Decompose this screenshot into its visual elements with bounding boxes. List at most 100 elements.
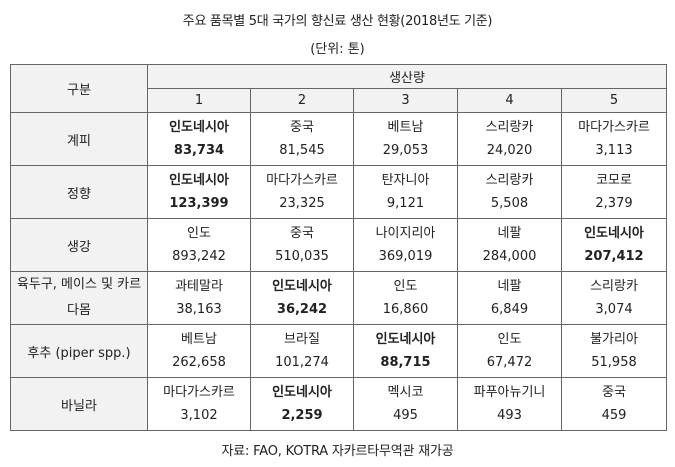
- country-name: 인도: [187, 226, 211, 241]
- country-name: 베트남: [181, 332, 217, 347]
- header-production: 생산량: [146, 64, 668, 89]
- table-cell: 마다가스카르 23,325: [250, 165, 354, 219]
- table-cell: 탄자니아 9,121: [353, 165, 458, 219]
- production-value: 9,121: [386, 196, 425, 211]
- country-name: 스리랑카: [485, 173, 534, 188]
- country-name: 브라질: [284, 332, 320, 347]
- source-note: 자료: FAO, KOTRA 자카르타무역관 재가공: [221, 444, 454, 459]
- unit-label: (단위: 톤): [310, 42, 365, 57]
- header-rank-3: 3: [353, 88, 458, 113]
- country-name: 인도네시아: [375, 332, 436, 347]
- row-label: 바닐라: [10, 377, 148, 431]
- production-value: 81,545: [279, 143, 325, 158]
- production-value: 2,379: [595, 196, 633, 211]
- production-value: 67,472: [486, 355, 533, 370]
- table-cell: 인도네시아 88,715: [353, 324, 458, 378]
- country-name: 멕시코: [387, 385, 424, 400]
- row-label: 계피: [10, 112, 148, 166]
- country-name: 스리랑카: [590, 279, 638, 294]
- table-row: 계피 인도네시아 83,734 중국 81,545 베트남 29,053 스리랑카 24,020…: [10, 112, 668, 166]
- country-name: 불가리아: [590, 332, 638, 347]
- production-value: 459: [601, 408, 627, 423]
- table-cell: 인도 893,242: [147, 218, 251, 272]
- table-cell: 베트남 29,053: [353, 112, 458, 166]
- production-value: 24,020: [486, 143, 533, 158]
- production-value: 284,000: [482, 249, 537, 264]
- production-value: 101,274: [275, 355, 329, 370]
- production-value: 5,508: [490, 196, 529, 211]
- table-cell: 인도네시아 36,242: [250, 271, 354, 325]
- production-value: 262,658: [172, 355, 226, 370]
- table-cell: 스리랑카 24,020: [457, 112, 562, 166]
- table-row: 정향 인도네시아 123,399 마다가스카르 23,325 탄자니아 9,121 스리랑카 5…: [10, 165, 668, 219]
- header-rank-4: 4: [457, 88, 562, 113]
- production-value: 207,412: [584, 249, 644, 264]
- table-cell: 중국 510,035: [250, 218, 354, 272]
- country-name: 인도네시아: [169, 120, 229, 135]
- country-name: 네팔: [497, 226, 522, 241]
- table-row: 생강 인도 893,242 중국 510,035 나이지리아 369,019 네팔 284,00…: [10, 218, 668, 272]
- country-name: 인도: [393, 279, 418, 294]
- country-name: 베트남: [387, 120, 424, 135]
- country-name: 중국: [602, 385, 626, 400]
- table-cell: 인도네시아 207,412: [560, 218, 668, 272]
- country-name: 나이지리아: [375, 226, 436, 241]
- table-row: 육두구, 메이스 및 카르다몸 과테말라 38,163 인도네시아 36,242 인도 16…: [10, 271, 668, 325]
- country-name: 인도네시아: [169, 173, 229, 188]
- country-name: 인도네시아: [584, 226, 644, 241]
- table-cell: 스리랑카 5,508: [457, 165, 562, 219]
- table-cell: 스리랑카 3,074: [560, 271, 668, 325]
- table-cell: 중국 81,545: [250, 112, 354, 166]
- country-name: 파푸아뉴기니: [473, 385, 546, 400]
- table-cell: 과테말라 38,163: [147, 271, 251, 325]
- production-value: 51,958: [591, 355, 637, 370]
- production-table: 구분 생산량 1 2 3 4 5 계피 인도네시아 83,734 중국 81,545 베트…: [10, 64, 668, 431]
- production-value: 29,053: [382, 143, 429, 158]
- country-name: 코모로: [596, 173, 632, 188]
- country-name: 마다가스카르: [578, 120, 650, 135]
- country-name: 인도네시아: [272, 279, 332, 294]
- table-cell: 파푸아뉴기니 493: [457, 377, 562, 431]
- production-value: 36,242: [276, 302, 328, 317]
- row-label: 육두구, 메이스 및 카르다몸: [10, 271, 148, 325]
- production-value: 83,734: [173, 143, 225, 158]
- country-name: 네팔: [497, 279, 522, 294]
- production-value: 2,259: [281, 408, 323, 423]
- production-value: 495: [393, 408, 418, 423]
- table-cell: 코모로 2,379: [560, 165, 668, 219]
- header-rank-2: 2: [250, 88, 354, 113]
- production-value: 38,163: [176, 302, 222, 317]
- table-cell: 멕시코 495: [353, 377, 458, 431]
- table-cell: 네팔 6,849: [457, 271, 562, 325]
- country-name: 인도: [497, 332, 522, 347]
- production-value: 493: [497, 408, 522, 423]
- row-label: 후추 (piper spp.): [10, 324, 148, 378]
- production-value: 23,325: [279, 196, 325, 211]
- production-value: 369,019: [378, 249, 433, 264]
- table-cell: 네팔 284,000: [457, 218, 562, 272]
- table-body: 계피 인도네시아 83,734 중국 81,545 베트남 29,053 스리랑카 24,020…: [10, 112, 668, 431]
- row-label: 생강: [10, 218, 148, 272]
- country-name: 마다가스카르: [266, 173, 338, 188]
- table-cell: 브라질 101,274: [250, 324, 354, 378]
- table-row: 후추 (piper spp.) 베트남 262,658 브라질 101,274 인도네시아…: [10, 324, 668, 378]
- table-cell: 마다가스카르 3,102: [147, 377, 251, 431]
- table-title: 주요 품목별 5대 국가의 향신료 생산 현황(2018년도 기준): [182, 14, 493, 29]
- row-label: 정향: [10, 165, 148, 219]
- country-name: 중국: [290, 226, 314, 241]
- production-value: 3,074: [595, 302, 633, 317]
- table-cell: 중국 459: [560, 377, 668, 431]
- country-name: 과테말라: [175, 279, 223, 294]
- production-value: 3,102: [180, 408, 218, 423]
- table-cell: 인도네시아 123,399: [147, 165, 251, 219]
- header-rank-1: 1: [147, 88, 251, 113]
- table-cell: 인도 67,472: [457, 324, 562, 378]
- country-name: 인도네시아: [272, 385, 332, 400]
- production-value: 510,035: [275, 249, 329, 264]
- production-value: 88,715: [380, 355, 431, 370]
- table-row: 바닐라 마다가스카르 3,102 인도네시아 2,259 멕시코 495 파푸아뉴기니 493 중…: [10, 377, 668, 431]
- header-rank-5: 5: [560, 88, 668, 113]
- country-name: 스리랑카: [485, 120, 534, 135]
- country-name: 중국: [290, 120, 314, 135]
- production-value: 893,242: [172, 249, 226, 264]
